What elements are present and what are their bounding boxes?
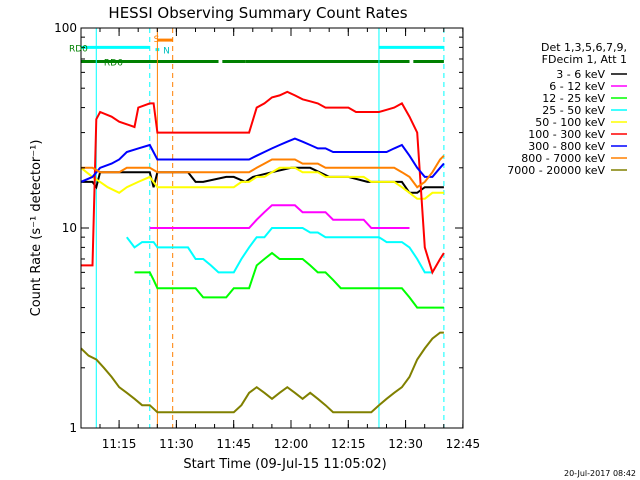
legend-entry-label: 100 - 300 keV	[528, 128, 605, 141]
y-tick-label: 1	[69, 421, 77, 435]
series-line-6	[81, 90, 445, 275]
flag-label-rd0: RD0	[69, 44, 88, 54]
legend-entry-label: 800 - 7000 keV	[521, 152, 605, 165]
y-axis-label: Count Rate (s⁻¹ detector⁻¹)	[29, 140, 44, 317]
x-tick-label: 12:00	[274, 437, 309, 451]
legend-entry-label: 6 - 12 keV	[549, 80, 605, 93]
footer-date: 20-Jul-2017 08:42	[564, 469, 636, 478]
y-tick-label: 10	[62, 221, 77, 235]
legend-entry-label: 50 - 100 keV	[535, 116, 605, 129]
flag-label-n: N	[163, 47, 170, 57]
series-line-8	[81, 154, 445, 189]
flag-label-s: S	[154, 35, 160, 45]
legend-header-line: FDecim 1, Att 1	[542, 53, 627, 66]
x-tick-label: 12:45	[446, 437, 481, 451]
x-tick-label: 12:30	[388, 437, 423, 451]
x-tick-label: 11:15	[102, 437, 137, 451]
legend-header-line: Det 1,3,5,6,7,9,	[541, 41, 627, 54]
x-axis-label: Start Time (09-Jul-15 11:05:02)	[183, 457, 386, 472]
series-line-2	[149, 204, 410, 229]
series-line-7	[81, 137, 445, 183]
flag-label-rd6: RD6	[104, 58, 123, 68]
legend-entry-label: 7000 - 20000 keV	[507, 164, 605, 177]
series-line-1	[81, 166, 444, 194]
x-tick-label: 12:15	[331, 437, 366, 451]
legend-entry-label: 3 - 6 keV	[556, 68, 605, 81]
y-tick-label: 100	[54, 21, 77, 35]
series-line-5	[81, 166, 444, 200]
series-line-3	[134, 251, 444, 309]
legend-entry-label: 300 - 800 keV	[528, 140, 605, 153]
x-tick-label: 11:45	[216, 437, 251, 451]
x-tick-label: 11:30	[159, 437, 194, 451]
chart-title: HESSI Observing Summary Count Rates	[108, 4, 407, 22]
series-line-4	[126, 227, 433, 274]
series-line-9	[81, 331, 444, 414]
legend-entry-label: 12 - 25 keV	[542, 92, 605, 105]
legend-entry-label: 25 - 50 keV	[542, 104, 605, 117]
